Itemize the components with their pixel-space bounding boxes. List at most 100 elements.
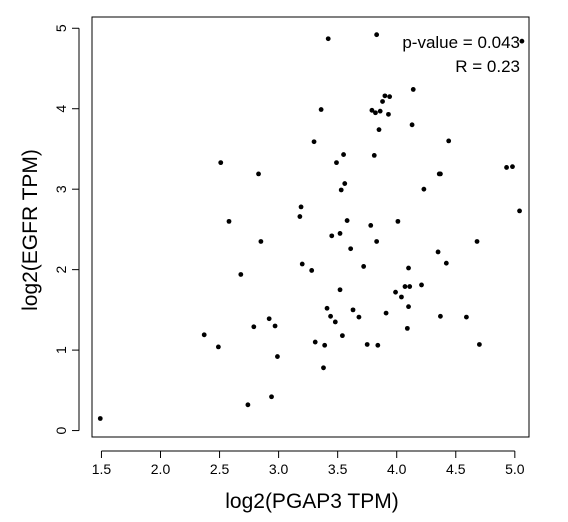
data-point [337, 287, 343, 293]
data-point [348, 246, 354, 252]
data-point [312, 339, 318, 345]
data-point [435, 249, 441, 255]
data-point [338, 187, 344, 193]
data-point [218, 160, 224, 166]
data-point [443, 260, 449, 266]
data-point [476, 342, 482, 347]
data-point [311, 139, 317, 145]
data-point [395, 218, 401, 224]
x-tick-label: 4.5 [446, 461, 466, 477]
y-tick-label: 0 [53, 426, 69, 434]
data-point [373, 110, 378, 116]
data-point [474, 239, 480, 244]
y-axis-title: log2(EGFR TPM) [19, 149, 42, 311]
data-point [406, 304, 411, 310]
x-tick-label: 4.0 [387, 461, 407, 477]
data-point [407, 284, 413, 289]
data-point [299, 261, 305, 267]
data-point [380, 99, 385, 104]
data-point [368, 222, 374, 228]
data-point [375, 342, 381, 348]
data-point [364, 342, 370, 347]
data-point [438, 313, 443, 319]
data-point [334, 160, 339, 166]
y-tick-label: 3 [53, 185, 69, 193]
x-axis-title: log2(PGAP3 TPM) [225, 490, 399, 513]
data-point [322, 342, 328, 348]
x-tick-label: 2.5 [210, 461, 230, 477]
data-point [309, 268, 315, 273]
data-point [226, 218, 232, 224]
data-point [332, 319, 338, 325]
data-point [393, 289, 398, 295]
data-point [399, 294, 404, 300]
data-point [406, 265, 411, 271]
y-tick-label: 2 [53, 266, 69, 274]
data-point [344, 218, 350, 223]
data-point [339, 333, 345, 339]
data-point [256, 171, 261, 177]
data-point [369, 107, 375, 113]
data-point [342, 181, 348, 186]
data-point [324, 305, 330, 311]
plot-frame [91, 16, 530, 438]
data-point [297, 214, 303, 219]
r-annotation: R = 0.23 [455, 57, 520, 76]
data-point [215, 344, 221, 350]
data-point [238, 272, 244, 277]
data-point [382, 93, 388, 99]
x-axis: 1.5 2.0 2.5 3.0 3.5 4.0 4.5 5.0 [92, 450, 525, 477]
data-point [510, 164, 515, 170]
data-point [409, 122, 415, 128]
x-tick-label: 2.0 [151, 461, 171, 477]
data-point [269, 394, 274, 400]
y-tick-label: 1 [53, 346, 69, 354]
data-point [410, 87, 416, 92]
data-point [328, 313, 333, 319]
data-point [438, 171, 443, 177]
p-value-annotation: p-value = 0.043 [402, 33, 520, 52]
x-tick-label: 1.5 [92, 461, 112, 477]
data-point [383, 310, 389, 316]
data-point [272, 323, 278, 329]
data-point [377, 108, 383, 114]
data-point [402, 284, 408, 289]
data-point [329, 233, 335, 239]
data-point [464, 314, 469, 320]
data-point [350, 307, 356, 313]
data-point [386, 111, 391, 117]
data-point [361, 264, 367, 269]
y-tick-label: 4 [53, 105, 69, 113]
x-tick-label: 5.0 [505, 461, 525, 477]
data-point [318, 107, 324, 112]
data-point [376, 127, 382, 133]
data-point [504, 165, 509, 170]
y-axis: 0 1 2 3 4 5 [53, 24, 80, 434]
data-point [325, 36, 331, 42]
data-point [298, 204, 304, 210]
data-point [404, 325, 410, 331]
data-point [337, 231, 343, 236]
data-points [97, 32, 525, 421]
data-point [258, 239, 264, 244]
y-tick-label: 5 [53, 24, 69, 32]
data-point [275, 354, 280, 359]
data-point [341, 152, 346, 157]
data-point [374, 32, 380, 38]
x-tick-label: 3.0 [269, 461, 289, 477]
data-point [419, 282, 424, 288]
data-point [421, 186, 427, 192]
data-point [201, 332, 207, 338]
data-point [245, 402, 251, 408]
data-point [321, 365, 326, 371]
data-point [371, 152, 377, 158]
data-point [519, 38, 525, 44]
data-point [374, 239, 380, 244]
data-point [446, 138, 452, 144]
data-point [266, 316, 272, 322]
x-tick-label: 3.5 [328, 461, 348, 477]
data-point [97, 416, 103, 421]
data-point [387, 94, 393, 100]
data-point [356, 314, 362, 320]
